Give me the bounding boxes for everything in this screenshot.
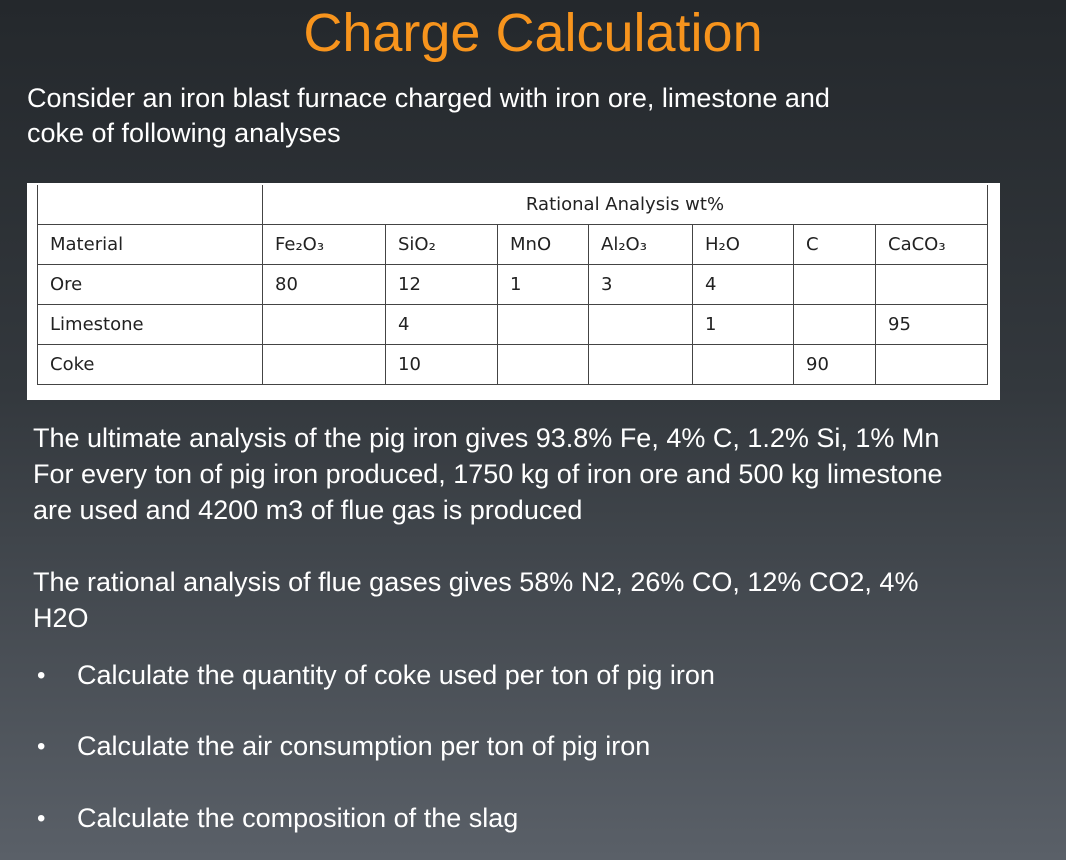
paragraph-line: H2O <box>33 603 89 633</box>
table-cell: 4 <box>692 264 794 305</box>
slide-title: Charge Calculation <box>303 3 763 63</box>
table-cell: 3 <box>588 264 693 305</box>
table-caption: Rational Analysis wt% <box>262 185 988 225</box>
table-cell: 4 <box>385 304 498 345</box>
table-cell <box>588 344 693 385</box>
header-cell: MnO <box>497 224 589 265</box>
table-cell <box>793 304 876 345</box>
header-cell: C <box>793 224 876 265</box>
table-cell <box>875 264 988 305</box>
table-row: Coke 10 90 <box>37 344 988 385</box>
bullet-text: Calculate the quantity of coke used per … <box>77 660 715 690</box>
paragraph-line: For every ton of pig iron produced, 1750… <box>33 459 943 489</box>
table-cell: 90 <box>793 344 876 385</box>
table-cell <box>875 344 988 385</box>
header-cell: SiO₂ <box>385 224 498 265</box>
table-cell <box>497 344 589 385</box>
header-cell: CaCO₃ <box>875 224 988 265</box>
table-cell: 80 <box>262 264 386 305</box>
table-cell <box>692 344 794 385</box>
header-cell: H₂O <box>692 224 794 265</box>
table-panel: Rational Analysis wt% Material Fe₂O₃ SiO₂ Mn… <box>27 183 1000 400</box>
table-cell <box>588 304 693 345</box>
table-cell <box>793 264 876 305</box>
bullet-text: Calculate the composition of the slag <box>77 803 519 833</box>
table-cell <box>497 304 589 345</box>
table-cell: Ore <box>37 264 263 305</box>
table-cell: 12 <box>385 264 498 305</box>
intro-line: Consider an iron blast furnace charged w… <box>27 83 830 113</box>
paragraph-line: The ultimate analysis of the pig iron gi… <box>33 423 940 453</box>
bullet-dot: • <box>37 662 46 689</box>
bullet-dot: • <box>37 805 46 832</box>
paragraph-line: The rational analysis of flue gases give… <box>33 567 919 597</box>
table-header-row: Material Fe₂O₃ SiO₂ MnO Al₂O₃ H₂O C CaCO₃ <box>37 224 988 265</box>
table-row: Limestone 4 1 95 <box>37 304 988 345</box>
header-cell: Material <box>37 224 263 265</box>
header-cell: Al₂O₃ <box>588 224 693 265</box>
table-cell: Coke <box>37 344 263 385</box>
table-cell <box>262 344 386 385</box>
analysis-table: Rational Analysis wt% Material Fe₂O₃ SiO₂ Mn… <box>37 185 988 385</box>
table-row: Rational Analysis wt% <box>37 185 988 225</box>
table-cell: 1 <box>692 304 794 345</box>
table-cell: 1 <box>497 264 589 305</box>
table-cell: Limestone <box>37 304 263 345</box>
bullet-dot: • <box>37 733 46 760</box>
bullet-text: Calculate the air consumption per ton of… <box>77 731 651 761</box>
intro-line: coke of following analyses <box>27 118 341 148</box>
header-cell: Fe₂O₃ <box>262 224 386 265</box>
table-cell: 10 <box>385 344 498 385</box>
table-cell: 95 <box>875 304 988 345</box>
table-row: Ore 80 12 1 3 4 <box>37 264 988 305</box>
table-cell <box>37 185 263 225</box>
table-cell <box>262 304 386 345</box>
paragraph-line: are used and 4200 m3 of flue gas is prod… <box>33 495 583 525</box>
